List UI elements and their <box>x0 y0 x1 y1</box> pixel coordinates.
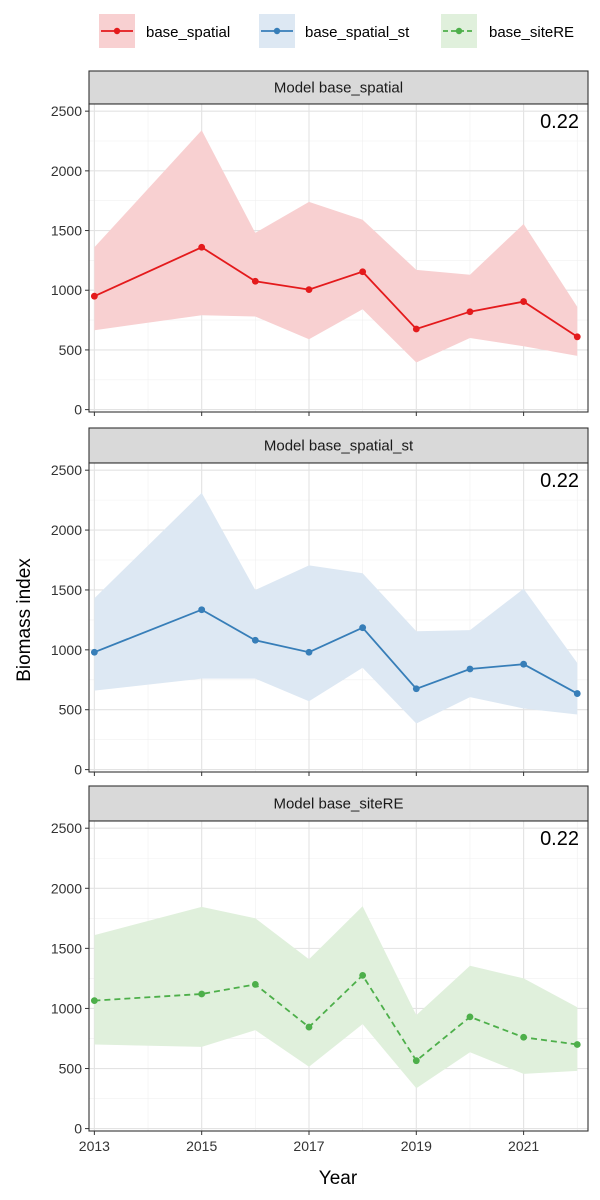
data-point <box>466 665 474 673</box>
legend-label: base_siteRE <box>489 24 574 41</box>
data-point <box>305 286 313 294</box>
data-point <box>90 997 98 1005</box>
panel-strip-label: Model base_spatial <box>274 80 403 97</box>
y-tick-label: 500 <box>59 342 83 358</box>
legend-item-base-spatial: base_spatial <box>99 14 230 48</box>
x-tick-label: 2013 <box>79 1138 110 1154</box>
y-tick-label: 500 <box>59 702 83 718</box>
y-tick-label: 2000 <box>51 880 82 896</box>
panel-strip <box>88 427 589 464</box>
legend-key-point <box>273 27 281 35</box>
y-tick-label: 2500 <box>51 103 82 119</box>
x-tick-label: 2019 <box>401 1138 432 1154</box>
data-point <box>251 277 259 285</box>
legend-item-base-sitere: base_siteRE <box>441 14 574 48</box>
panel-1: Model base_spatial 0.22 0 500 1000 1500 2000 25… <box>51 70 589 418</box>
panel-3: Model base_siteRE 0.22 0 500 1000 1500 2000 250… <box>51 785 589 1154</box>
y-tick-label: 1500 <box>51 223 82 239</box>
x-axis-title: Year <box>319 1168 358 1189</box>
panel-annotation: 0.22 <box>540 470 579 492</box>
data-point <box>412 325 420 333</box>
y-tick-label: 1500 <box>51 940 82 956</box>
data-point <box>412 685 420 693</box>
y-tick-label: 0 <box>74 402 82 418</box>
panel-strip <box>88 785 589 822</box>
y-tick-label: 1500 <box>51 582 82 598</box>
confidence-ribbon <box>94 492 578 724</box>
y-tick-label: 2000 <box>51 163 82 179</box>
data-point <box>90 292 98 300</box>
data-point <box>90 648 98 656</box>
data-point <box>573 333 581 341</box>
panel-border <box>88 462 589 773</box>
y-tick-label: 2000 <box>51 522 82 538</box>
panel-annotation: 0.22 <box>540 828 579 850</box>
legend-key-point <box>113 27 121 35</box>
y-tick-label: 0 <box>74 1121 82 1137</box>
legend-item-base-spatial-st: base_spatial_st <box>259 14 410 48</box>
data-point <box>520 660 528 668</box>
y-tick-label: 1000 <box>51 282 82 298</box>
panels: Model base_spatial 0.22 0 500 1000 1500 2000 25… <box>51 70 589 1154</box>
data-point <box>466 308 474 316</box>
data-point <box>412 1057 420 1065</box>
data-point <box>573 1041 581 1048</box>
data-point <box>198 606 206 614</box>
x-tick-label: 2021 <box>508 1138 539 1154</box>
y-axis-title: Biomass index <box>14 558 35 682</box>
data-point <box>305 648 313 656</box>
data-point <box>251 981 259 988</box>
confidence-ribbon <box>94 130 578 363</box>
legend-label: base_spatial <box>146 24 230 41</box>
confidence-ribbon <box>94 906 578 1089</box>
data-point <box>359 971 367 979</box>
legend: base_spatial base_spatial_st base_siteRE <box>99 14 574 48</box>
data-point <box>198 243 206 251</box>
y-tick-label: 1000 <box>51 1000 82 1016</box>
legend-label: base_spatial_st <box>305 24 410 41</box>
data-point <box>466 1013 474 1021</box>
y-tick-label: 1000 <box>51 642 82 658</box>
data-point <box>573 690 581 697</box>
data-point <box>520 298 528 305</box>
y-tick-label: 2500 <box>51 820 82 836</box>
panel-strip-label: Model base_spatial_st <box>264 438 414 455</box>
legend-key-point <box>455 27 463 35</box>
panel-annotation: 0.22 <box>540 111 579 133</box>
panel-strip-label: Model base_siteRE <box>273 796 403 813</box>
data-point <box>359 624 367 632</box>
data-point <box>198 990 206 998</box>
x-tick-label: 2015 <box>186 1138 217 1154</box>
x-tick-label: 2017 <box>293 1138 324 1154</box>
y-tick-label: 2500 <box>51 462 82 478</box>
panel-border <box>88 103 589 413</box>
panel-2: Model base_spatial_st 0.22 0 500 1000 1500 200… <box>51 427 589 778</box>
data-point <box>359 268 367 276</box>
data-point <box>305 1023 313 1031</box>
data-point <box>520 1033 528 1041</box>
data-point <box>251 636 259 644</box>
y-tick-label: 0 <box>74 762 82 778</box>
panel-border <box>88 820 589 1132</box>
y-tick-label: 500 <box>59 1061 83 1077</box>
